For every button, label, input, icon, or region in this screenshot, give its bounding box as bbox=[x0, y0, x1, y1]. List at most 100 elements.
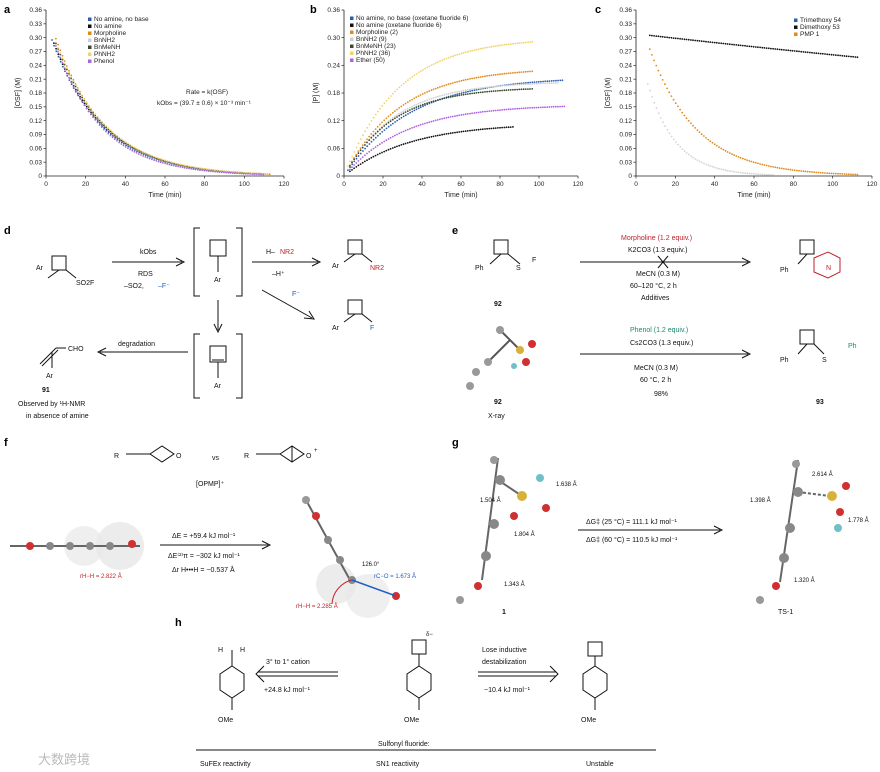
y-tick-label: 0.36 bbox=[29, 7, 42, 14]
y-tick-label: 0.21 bbox=[619, 76, 632, 83]
data-point bbox=[214, 169, 217, 172]
data-point bbox=[244, 172, 247, 175]
data-point bbox=[746, 172, 749, 175]
data-point bbox=[854, 56, 857, 58]
data-point bbox=[379, 152, 381, 155]
data-point bbox=[856, 56, 859, 59]
data-point bbox=[398, 132, 401, 135]
data-point bbox=[83, 104, 86, 107]
data-point bbox=[651, 54, 653, 56]
data-point bbox=[362, 134, 364, 137]
data-point bbox=[118, 141, 121, 144]
data-point bbox=[351, 169, 353, 171]
data-point bbox=[850, 55, 852, 58]
d-so2f: SO2F bbox=[76, 280, 94, 287]
data-point bbox=[151, 154, 153, 157]
legend-swatch bbox=[350, 23, 354, 27]
data-point bbox=[767, 47, 770, 50]
panel-label-f: f bbox=[4, 437, 8, 449]
data-point bbox=[377, 134, 379, 137]
data-point bbox=[529, 83, 531, 85]
e-temp-2: 60 °C, 2 h bbox=[640, 376, 671, 384]
y-tick-label: 0.21 bbox=[29, 76, 42, 83]
data-point bbox=[765, 173, 768, 176]
f-o-plus: + bbox=[314, 448, 318, 454]
data-point bbox=[724, 169, 727, 172]
oxetane-ring-fluoride bbox=[347, 299, 363, 315]
legend-swatch bbox=[88, 17, 92, 21]
data-point bbox=[255, 173, 258, 176]
data-point bbox=[677, 37, 679, 40]
data-point bbox=[772, 166, 774, 168]
data-point bbox=[166, 163, 169, 165]
data-point bbox=[537, 80, 540, 83]
data-point bbox=[520, 107, 523, 110]
data-point bbox=[164, 162, 166, 165]
legend-label: PMP 1 bbox=[800, 31, 820, 38]
e-xray-label: X-ray bbox=[488, 413, 505, 420]
data-point bbox=[209, 168, 212, 171]
data-point bbox=[780, 48, 783, 51]
data-point bbox=[370, 140, 373, 143]
data-point bbox=[709, 165, 712, 168]
legend-label: No amine (oxetane fluoride 6) bbox=[356, 22, 442, 29]
oxetane-ring-amine bbox=[347, 239, 363, 255]
data-point bbox=[413, 104, 416, 107]
data-point bbox=[430, 97, 433, 100]
data-point bbox=[512, 108, 514, 110]
data-point bbox=[731, 153, 733, 156]
x-tick-label: 100 bbox=[534, 181, 545, 188]
data-point bbox=[389, 148, 392, 150]
data-point bbox=[183, 164, 186, 167]
data-point bbox=[813, 171, 816, 174]
data-point bbox=[421, 137, 424, 140]
data-point bbox=[798, 50, 800, 53]
data-point bbox=[529, 70, 531, 73]
data-point bbox=[761, 46, 764, 49]
y-tick-label: 0.18 bbox=[29, 90, 42, 97]
legend-label: Morpholine bbox=[94, 30, 127, 37]
data-point bbox=[819, 171, 822, 174]
data-point bbox=[535, 81, 538, 83]
data-point bbox=[655, 107, 658, 110]
data-point bbox=[750, 45, 753, 48]
data-point bbox=[683, 38, 686, 41]
data-point bbox=[735, 171, 738, 174]
data-point bbox=[494, 127, 497, 129]
data-point bbox=[225, 170, 228, 173]
data-point bbox=[85, 105, 88, 108]
g-ts-label: TS-1 bbox=[778, 609, 793, 616]
data-point bbox=[486, 90, 488, 93]
data-point bbox=[839, 172, 841, 175]
e-compound-92: 92 bbox=[494, 301, 502, 308]
data-point bbox=[146, 156, 149, 159]
e-ph-product-2: Ph bbox=[780, 357, 789, 364]
data-point bbox=[127, 147, 129, 150]
data-point bbox=[520, 88, 523, 91]
data-point bbox=[531, 81, 534, 84]
x-tick-label: 40 bbox=[122, 181, 130, 188]
data-point bbox=[746, 159, 748, 162]
data-point bbox=[389, 118, 392, 121]
data-point bbox=[148, 157, 151, 160]
data-point bbox=[421, 100, 424, 103]
data-point bbox=[828, 53, 831, 56]
data-point bbox=[68, 79, 71, 81]
f-model-right bbox=[302, 496, 400, 618]
h-lose-inductive-1: Lose inductive bbox=[482, 647, 527, 654]
data-point bbox=[462, 51, 465, 54]
data-point bbox=[374, 146, 377, 149]
data-point bbox=[59, 54, 62, 57]
data-point bbox=[486, 127, 488, 130]
data-point bbox=[524, 83, 527, 86]
data-point bbox=[512, 72, 514, 74]
data-point bbox=[396, 88, 399, 91]
data-point bbox=[499, 73, 501, 76]
x-tick-label: 80 bbox=[790, 181, 798, 188]
data-point bbox=[151, 158, 153, 161]
data-point bbox=[201, 169, 204, 172]
data-point bbox=[716, 167, 718, 170]
data-point bbox=[486, 46, 489, 49]
data-point bbox=[839, 54, 841, 57]
data-point bbox=[404, 114, 407, 117]
